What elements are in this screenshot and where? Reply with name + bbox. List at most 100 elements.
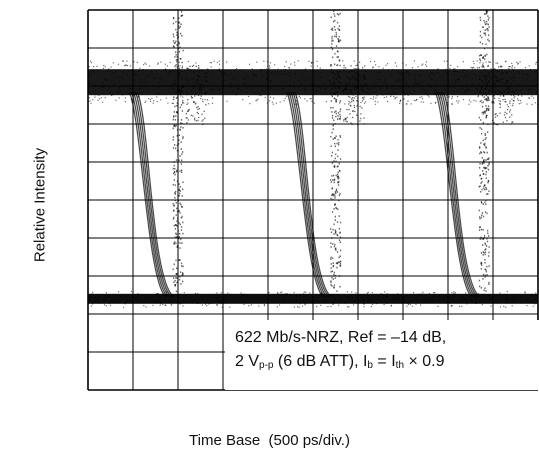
rising-spike-2 [339, 286, 341, 288]
noise-high [126, 65, 129, 67]
rising-spike-3 [479, 78, 481, 80]
noise-high [202, 99, 204, 101]
rising-spike-1 [178, 222, 180, 224]
noise-high [270, 80, 272, 82]
noise-high [244, 78, 246, 80]
noise-low [278, 304, 281, 306]
rising-spike-3 [486, 114, 488, 117]
noise-low [169, 301, 171, 303]
rising-spike-1 [175, 63, 177, 66]
noise-high [354, 83, 356, 85]
noise-high [516, 89, 518, 91]
noise-high [311, 82, 313, 84]
rising-spike-2 [332, 20, 335, 23]
rising-spike-1 [173, 172, 175, 175]
rising-spike-3 [479, 147, 481, 149]
noise-low [276, 306, 278, 308]
ringing-1 [187, 109, 190, 111]
noise-low [264, 296, 266, 298]
noise-low [449, 298, 451, 300]
noise-high [491, 90, 493, 92]
rising-spike-2 [339, 110, 341, 113]
noise-high [368, 92, 370, 94]
noise-low [505, 293, 507, 296]
noise-low [464, 299, 466, 301]
rising-spike-1 [173, 243, 175, 245]
rising-spike-2 [336, 221, 339, 223]
annotation-line-2: 2 Vp-p (6 dB ATT), Ib = Ith × 0.9 [235, 350, 539, 378]
noise-high [192, 97, 194, 99]
rising-spike-3 [488, 162, 490, 164]
noise-low [415, 299, 417, 301]
noise-high [500, 95, 502, 97]
noise-high [363, 96, 365, 98]
ringing-1 [196, 106, 198, 109]
noise-low [399, 295, 401, 297]
noise-low [92, 303, 94, 305]
rising-spike-1 [175, 224, 177, 227]
rising-spike-1 [181, 14, 183, 17]
noise-low [286, 293, 288, 295]
noise-high [486, 84, 488, 86]
noise-low [394, 302, 396, 304]
ringing-1 [198, 116, 200, 119]
rising-spike-2 [338, 38, 340, 41]
ringing-1 [190, 69, 192, 71]
rising-spike-2 [330, 179, 332, 181]
noise-high [520, 102, 522, 104]
ringing-3 [508, 88, 510, 90]
noise-high [270, 87, 272, 89]
noise-high [111, 72, 113, 74]
rising-spike-3 [479, 285, 481, 288]
noise-high [399, 102, 401, 104]
noise-high [316, 65, 319, 67]
noise-high [224, 79, 226, 81]
rising-spike-3 [482, 113, 484, 115]
noise-high [268, 68, 270, 70]
noise-low [215, 296, 217, 298]
noise-high [118, 97, 120, 99]
ringing-1 [202, 119, 204, 121]
noise-high [342, 60, 344, 62]
ringing-3 [493, 95, 495, 97]
noise-low [216, 297, 218, 299]
rising-spike-3 [487, 181, 489, 184]
ringing-2 [355, 64, 357, 67]
noise-low [474, 301, 476, 303]
ringing-2 [353, 77, 356, 79]
rising-spike-3 [487, 131, 489, 133]
rising-spike-1 [174, 236, 176, 239]
rising-spike-1 [173, 115, 175, 117]
ringing-2 [349, 96, 351, 98]
noise-high [427, 89, 429, 91]
noise-high [485, 92, 487, 94]
noise-high [158, 86, 160, 88]
noise-high [142, 92, 144, 94]
annotation-eq: = I [372, 353, 396, 370]
ringing-3 [511, 121, 513, 123]
noise-low [506, 302, 508, 304]
rising-spike-2 [338, 239, 341, 241]
rising-spike-3 [480, 268, 482, 270]
noise-high [192, 82, 194, 84]
noise-low [310, 297, 312, 299]
noise-high [437, 68, 439, 70]
noise-high [470, 66, 472, 69]
noise-high [495, 90, 497, 92]
ringing-1 [187, 83, 189, 85]
rising-spike-3 [483, 289, 485, 291]
rising-spike-2 [333, 26, 336, 28]
rising-spike-2 [336, 56, 338, 58]
ringing-2 [363, 74, 366, 76]
noise-high [265, 78, 267, 81]
noise-low [201, 304, 203, 306]
noise-low [191, 301, 193, 303]
noise-low [158, 297, 161, 299]
ringing-2 [348, 71, 350, 73]
noise-low [350, 294, 352, 296]
noise-high [301, 73, 303, 75]
noise-high [319, 67, 321, 69]
rising-spike-3 [480, 261, 482, 264]
noise-high [408, 86, 410, 88]
rising-spike-3 [487, 72, 490, 74]
